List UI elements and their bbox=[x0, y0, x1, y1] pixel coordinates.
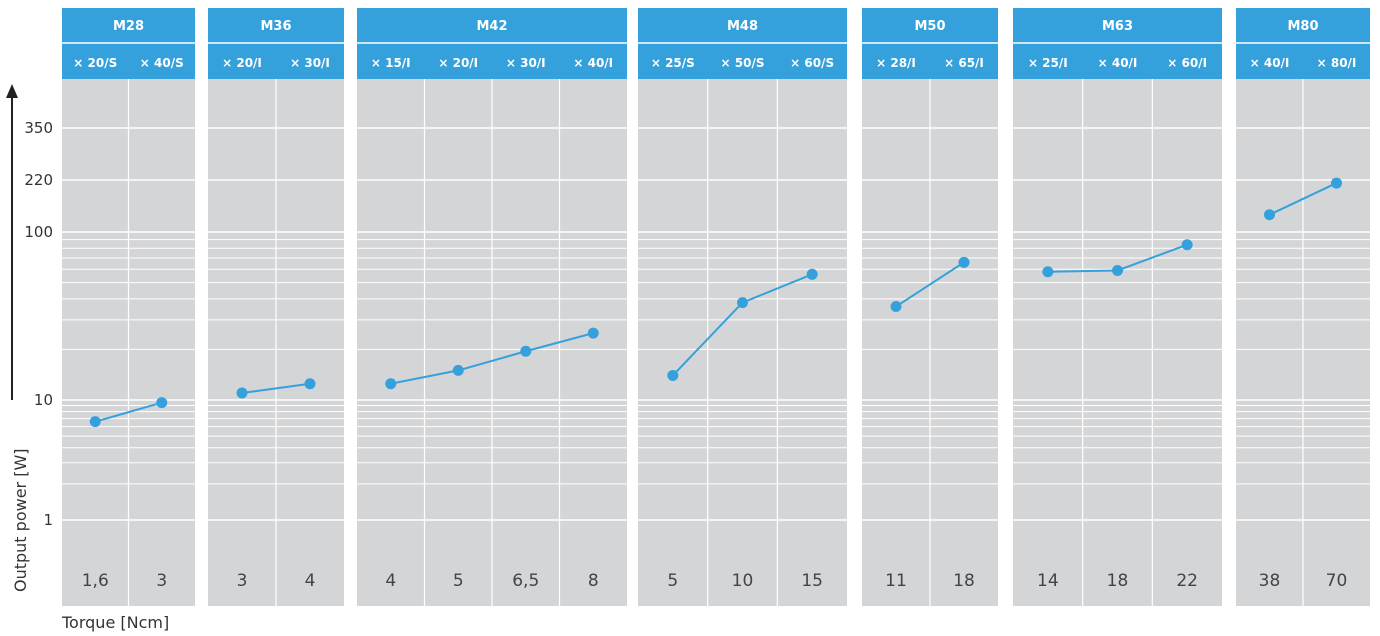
x-tick-label: 18 bbox=[1107, 571, 1129, 591]
x-tick-label: 10 bbox=[732, 571, 754, 591]
ratio-label: × 30/I bbox=[506, 56, 546, 70]
y-axis-title: Output power [W] bbox=[11, 448, 30, 592]
x-tick-label: 18 bbox=[953, 571, 975, 591]
x-tick-label: 4 bbox=[385, 571, 396, 591]
x-tick-label: 14 bbox=[1037, 571, 1059, 591]
x-tick-label: 5 bbox=[667, 571, 678, 591]
data-point bbox=[1181, 239, 1193, 251]
ratio-label: × 25/I bbox=[1028, 56, 1068, 70]
x-axis-title: Torque [Ncm] bbox=[61, 613, 169, 632]
series-line bbox=[390, 332, 594, 385]
data-point bbox=[156, 397, 168, 409]
series-line bbox=[94, 401, 163, 423]
data-point bbox=[304, 378, 316, 390]
x-tick-label: 11 bbox=[885, 571, 907, 591]
data-point bbox=[958, 256, 970, 268]
y-tick-label: 350 bbox=[24, 119, 53, 137]
data-point bbox=[890, 301, 902, 313]
ratio-label: × 30/I bbox=[290, 56, 330, 70]
data-point bbox=[1331, 177, 1342, 189]
data-point bbox=[1264, 209, 1275, 221]
x-tick-label: 5 bbox=[453, 571, 464, 591]
data-point bbox=[1042, 266, 1054, 278]
x-tick-label: 38 bbox=[1259, 571, 1281, 591]
y-tick-label: 220 bbox=[24, 171, 53, 189]
ratio-label: × 40/I bbox=[1250, 56, 1290, 70]
model-label: M42 bbox=[476, 19, 507, 34]
x-tick-label: 70 bbox=[1326, 571, 1348, 591]
model-label: M48 bbox=[727, 19, 758, 34]
model-label: M36 bbox=[260, 19, 291, 34]
ratio-label: × 40/S bbox=[140, 56, 184, 70]
model-label: M80 bbox=[1287, 19, 1318, 34]
ratio-label: × 80/I bbox=[1317, 56, 1357, 70]
ratio-label: × 25/S bbox=[651, 56, 695, 70]
y-tick-label: 10 bbox=[34, 391, 53, 409]
x-tick-label: 8 bbox=[588, 571, 599, 591]
data-point bbox=[737, 297, 748, 309]
ratio-label: × 65/I bbox=[944, 56, 984, 70]
series-line bbox=[895, 261, 965, 308]
ratio-label: × 40/I bbox=[573, 56, 613, 70]
data-point bbox=[385, 378, 397, 390]
x-tick-label: 15 bbox=[801, 571, 823, 591]
ratio-label: × 20/I bbox=[222, 56, 262, 70]
data-point bbox=[236, 387, 248, 399]
x-tick-label: 3 bbox=[237, 571, 248, 591]
y-tick-label: 1 bbox=[43, 511, 53, 529]
ratio-label: × 20/S bbox=[73, 56, 117, 70]
series-line bbox=[1269, 182, 1337, 216]
series-line bbox=[241, 382, 311, 395]
ratio-label: × 20/I bbox=[438, 56, 478, 70]
ratio-label: × 28/I bbox=[876, 56, 916, 70]
x-tick-label: 1,6 bbox=[82, 571, 109, 591]
panel-plot-area bbox=[1013, 79, 1222, 606]
data-point bbox=[806, 268, 818, 280]
ratio-label: × 40/I bbox=[1098, 56, 1138, 70]
data-point bbox=[520, 345, 532, 357]
data-point bbox=[1112, 264, 1123, 276]
y-axis-arrow-head bbox=[6, 84, 18, 98]
x-tick-label: 22 bbox=[1176, 571, 1198, 591]
model-label: M63 bbox=[1102, 19, 1133, 34]
x-tick-label: 4 bbox=[305, 571, 316, 591]
data-point bbox=[667, 369, 679, 381]
model-label: M50 bbox=[914, 19, 945, 34]
data-point bbox=[587, 327, 599, 339]
y-tick-label: 100 bbox=[24, 223, 53, 241]
ratio-label: × 60/I bbox=[1167, 56, 1207, 70]
ratio-label: × 15/I bbox=[371, 56, 411, 70]
ratio-label: × 60/S bbox=[790, 56, 834, 70]
model-label: M28 bbox=[113, 19, 144, 34]
x-tick-label: 6,5 bbox=[512, 571, 539, 591]
data-point bbox=[89, 416, 101, 428]
panel-plot-area bbox=[638, 79, 847, 606]
x-tick-label: 3 bbox=[156, 571, 167, 591]
ratio-label: × 50/S bbox=[721, 56, 765, 70]
data-point bbox=[452, 364, 464, 376]
